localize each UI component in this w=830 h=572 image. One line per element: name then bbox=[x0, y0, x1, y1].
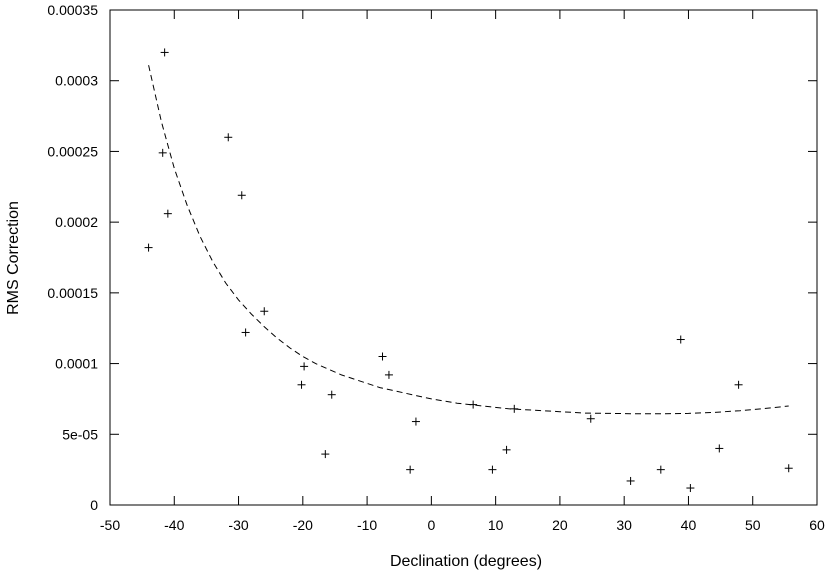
data-point bbox=[656, 465, 665, 474]
x-tick-label: -20 bbox=[293, 517, 313, 533]
data-point bbox=[686, 484, 695, 493]
fit-curve-layer bbox=[148, 65, 789, 415]
y-tick-label: 0 bbox=[90, 497, 98, 513]
data-point bbox=[160, 48, 169, 57]
data-point bbox=[411, 417, 420, 426]
data-point bbox=[586, 414, 595, 423]
x-axis-ticks: -50 -40 -30 -20 -10 0 10 20 30 40 50 60 bbox=[100, 10, 825, 533]
fit-curve bbox=[148, 65, 789, 415]
data-point bbox=[626, 476, 635, 485]
data-point bbox=[163, 209, 172, 218]
data-point bbox=[715, 444, 724, 453]
y-tick-label: 0.0003 bbox=[55, 73, 98, 89]
y-tick-label: 0.00015 bbox=[47, 285, 98, 301]
data-point bbox=[144, 243, 153, 252]
x-tick-label: -10 bbox=[357, 517, 377, 533]
data-point bbox=[488, 465, 497, 474]
data-point bbox=[237, 191, 246, 200]
y-tick-label: 0.00035 bbox=[47, 2, 98, 18]
y-axis-label: RMS Correction bbox=[5, 201, 22, 315]
y-tick-label: 0.00025 bbox=[47, 143, 98, 159]
x-tick-label: -50 bbox=[100, 517, 120, 533]
y-axis-ticks: 0 5e-05 0.0001 0.00015 0.0002 0.00025 0.0003 0.… bbox=[47, 2, 817, 513]
y-tick-label: 5e-05 bbox=[62, 426, 98, 442]
x-tick-label: 40 bbox=[681, 517, 697, 533]
y-tick-label: 0.0001 bbox=[55, 356, 98, 372]
x-tick-label: 0 bbox=[427, 517, 435, 533]
data-point bbox=[327, 390, 336, 399]
data-point bbox=[224, 133, 233, 142]
x-tick-label: 30 bbox=[616, 517, 632, 533]
plot-frame bbox=[109, 9, 818, 506]
data-point bbox=[321, 450, 330, 459]
data-point bbox=[297, 380, 306, 389]
data-point bbox=[406, 465, 415, 474]
data-point bbox=[784, 464, 793, 473]
x-tick-label: -40 bbox=[164, 517, 184, 533]
data-point bbox=[734, 380, 743, 389]
x-tick-label: 10 bbox=[488, 517, 504, 533]
data-points-layer bbox=[144, 48, 793, 493]
x-tick-label: 60 bbox=[809, 517, 825, 533]
data-point bbox=[260, 307, 269, 316]
x-axis-label: Declination (degrees) bbox=[390, 553, 542, 570]
x-tick-label: 50 bbox=[745, 517, 761, 533]
data-point bbox=[469, 400, 478, 409]
x-tick-label: 20 bbox=[552, 517, 568, 533]
x-tick-label: -30 bbox=[228, 517, 248, 533]
data-point bbox=[510, 404, 519, 413]
data-point bbox=[158, 148, 167, 157]
y-tick-label: 0.0002 bbox=[55, 214, 98, 230]
data-point bbox=[502, 445, 511, 454]
data-point bbox=[241, 328, 250, 337]
data-point bbox=[300, 362, 309, 371]
data-point bbox=[378, 352, 387, 361]
data-point bbox=[676, 335, 685, 344]
data-point bbox=[384, 370, 393, 379]
